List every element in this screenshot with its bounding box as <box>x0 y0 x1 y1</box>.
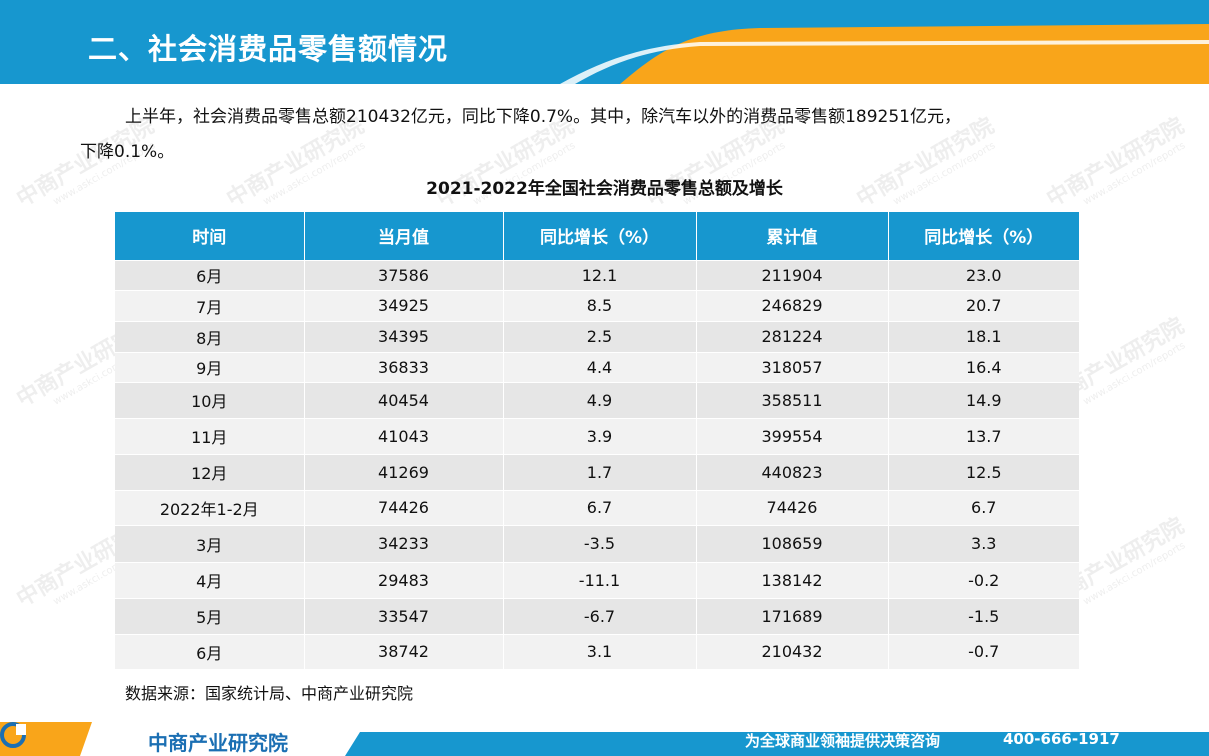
cell-cumulative-value: 210432 <box>696 633 889 669</box>
table-row: 8月 34395 2.5 281224 18.1 <box>115 320 1079 352</box>
header-banner: 二、社会消费品零售额情况 <box>0 0 1209 84</box>
table-row: 12月 41269 1.7 440823 12.5 <box>115 453 1079 490</box>
cell-cumulative-yoy: -0.7 <box>888 633 1079 669</box>
cell-monthly-yoy: 6.7 <box>503 489 697 525</box>
cell-cumulative-value: 138142 <box>696 561 889 598</box>
cell-cumulative-value: 281224 <box>696 320 889 352</box>
cell-cumulative-value: 399554 <box>696 417 889 454</box>
table-header-row: 时间 当月值 同比增长（%） 累计值 同比增长（%） <box>115 212 1079 260</box>
cell-time: 9月 <box>115 351 305 382</box>
header-cumulative-yoy: 同比增长（%） <box>888 212 1079 260</box>
cell-monthly-value: 37586 <box>304 259 504 290</box>
intro-line-1: 上半年，社会消费品零售总额210432亿元，同比下降0.7%。其中，除汽车以外的… <box>125 107 961 127</box>
cell-monthly-value: 33547 <box>304 597 504 634</box>
cell-monthly-yoy: 1.7 <box>503 453 697 490</box>
cell-cumulative-yoy: -0.2 <box>888 561 1079 598</box>
header-background <box>0 0 1209 84</box>
cell-monthly-value: 38742 <box>304 633 504 669</box>
cell-monthly-yoy: 3.9 <box>503 417 697 454</box>
cell-monthly-value: 41043 <box>304 417 504 454</box>
cell-monthly-yoy: 2.5 <box>503 320 697 352</box>
cell-time: 12月 <box>115 453 305 490</box>
cell-time: 4月 <box>115 561 305 598</box>
footer-phone: 400-666-1917 <box>1003 730 1120 748</box>
cell-cumulative-value: 211904 <box>696 259 889 290</box>
header-time: 时间 <box>115 212 305 260</box>
table-row: 9月 36833 4.4 318057 16.4 <box>115 351 1079 382</box>
cell-time: 8月 <box>115 320 305 352</box>
cell-cumulative-yoy: 13.7 <box>888 417 1079 454</box>
cell-monthly-value: 36833 <box>304 351 504 382</box>
cell-monthly-yoy: 8.5 <box>503 289 697 321</box>
table-row: 5月 33547 -6.7 171689 -1.5 <box>115 597 1079 634</box>
page-title: 二、社会消费品零售额情况 <box>88 32 449 66</box>
cell-monthly-yoy: 12.1 <box>503 259 697 290</box>
cell-cumulative-value: 246829 <box>696 289 889 321</box>
cell-monthly-yoy: 3.1 <box>503 633 697 669</box>
cell-cumulative-value: 74426 <box>696 489 889 525</box>
table-row: 4月 29483 -11.1 138142 -0.2 <box>115 561 1079 598</box>
cell-monthly-yoy: 4.4 <box>503 351 697 382</box>
cell-monthly-value: 29483 <box>304 561 504 598</box>
cell-time: 6月 <box>115 633 305 669</box>
table-row: 11月 41043 3.9 399554 13.7 <box>115 417 1079 454</box>
cell-time: 11月 <box>115 417 305 454</box>
cell-cumulative-yoy: 12.5 <box>888 453 1079 490</box>
cell-cumulative-yoy: 20.7 <box>888 289 1079 321</box>
cell-time: 7月 <box>115 289 305 321</box>
footer-logo-text: 中商产业研究院 <box>148 731 288 755</box>
footer-slogan: 为全球商业领袖提供决策咨询 <box>745 732 941 750</box>
cell-cumulative-yoy: 23.0 <box>888 259 1079 290</box>
cell-time: 10月 <box>115 381 305 418</box>
cell-monthly-value: 41269 <box>304 453 504 490</box>
cell-cumulative-yoy: 14.9 <box>888 381 1079 418</box>
cell-cumulative-value: 440823 <box>696 453 889 490</box>
cell-cumulative-yoy: -1.5 <box>888 597 1079 634</box>
data-source-note: 数据来源：国家统计局、中商产业研究院 <box>125 684 414 703</box>
cell-monthly-yoy: 4.9 <box>503 381 697 418</box>
table-body: 6月 37586 12.1 211904 23.0 7月 34925 8.5 246829 20.… <box>115 259 1079 669</box>
cell-cumulative-yoy: 3.3 <box>888 524 1079 562</box>
cell-cumulative-value: 318057 <box>696 351 889 382</box>
cell-monthly-value: 40454 <box>304 381 504 418</box>
table-row: 2022年1-2月 74426 6.7 74426 6.7 <box>115 489 1079 525</box>
cell-time: 2022年1-2月 <box>115 489 305 525</box>
cell-cumulative-value: 358511 <box>696 381 889 418</box>
intro-paragraph: 上半年，社会消费品零售总额210432亿元，同比下降0.7%。其中，除汽车以外的… <box>80 100 1140 170</box>
cell-monthly-value: 74426 <box>304 489 504 525</box>
cell-monthly-yoy: -3.5 <box>503 524 697 562</box>
cell-cumulative-yoy: 18.1 <box>888 320 1079 352</box>
cell-cumulative-yoy: 16.4 <box>888 351 1079 382</box>
cell-time: 3月 <box>115 524 305 562</box>
header-monthly-value: 当月值 <box>304 212 504 260</box>
cell-cumulative-yoy: 6.7 <box>888 489 1079 525</box>
table-row: 6月 37586 12.1 211904 23.0 <box>115 259 1079 290</box>
table-row: 6月 38742 3.1 210432 -0.7 <box>115 633 1079 669</box>
table-title: 2021-2022年全国社会消费品零售总额及增长 <box>426 179 783 199</box>
cell-monthly-value: 34925 <box>304 289 504 321</box>
cell-cumulative-value: 108659 <box>696 524 889 562</box>
cell-monthly-value: 34395 <box>304 320 504 352</box>
retail-sales-table: 时间 当月值 同比增长（%） 累计值 同比增长（%） 6月 37586 12.1 21… <box>115 212 1079 669</box>
table-row: 3月 34233 -3.5 108659 3.3 <box>115 524 1079 562</box>
cell-time: 5月 <box>115 597 305 634</box>
footer-background <box>0 722 1209 756</box>
footer-bar: 中商产业研究院 为全球商业领袖提供决策咨询 400-666-1917 <box>0 722 1209 756</box>
cell-cumulative-value: 171689 <box>696 597 889 634</box>
table-row: 10月 40454 4.9 358511 14.9 <box>115 381 1079 418</box>
header-monthly-yoy: 同比增长（%） <box>503 212 697 260</box>
cell-monthly-value: 34233 <box>304 524 504 562</box>
cell-monthly-yoy: -6.7 <box>503 597 697 634</box>
askci-logo-icon <box>0 722 26 748</box>
table-row: 7月 34925 8.5 246829 20.7 <box>115 289 1079 321</box>
header-cumulative-value: 累计值 <box>696 212 889 260</box>
intro-line-2: 下降0.1%。 <box>80 142 175 162</box>
cell-time: 6月 <box>115 259 305 290</box>
cell-monthly-yoy: -11.1 <box>503 561 697 598</box>
